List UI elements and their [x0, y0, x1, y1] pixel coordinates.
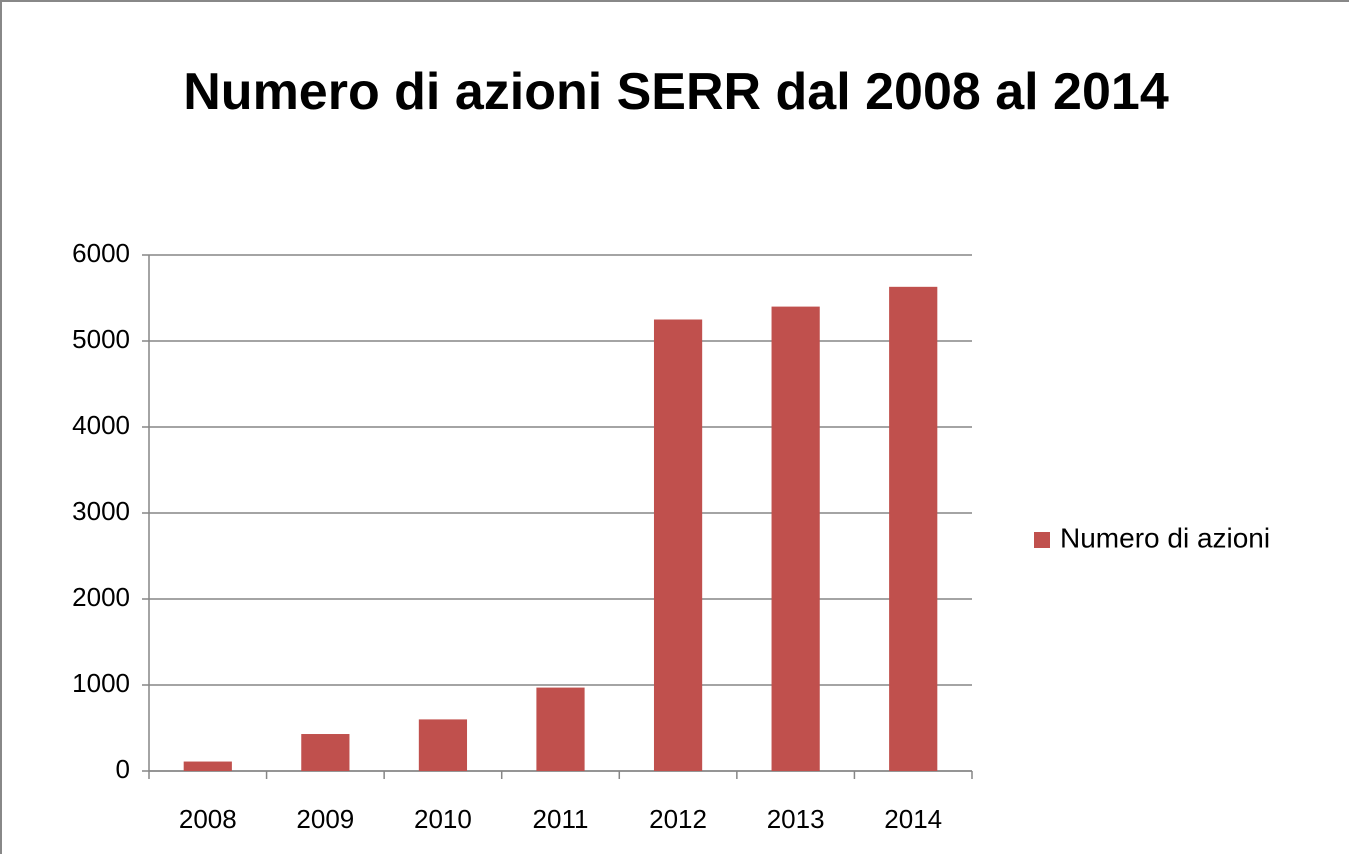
y-tick-label: 5000: [72, 324, 130, 354]
x-tick-label: 2008: [179, 804, 237, 834]
x-tick-label: 2009: [296, 804, 354, 834]
x-tick-label: 2013: [767, 804, 825, 834]
bar: [183, 761, 232, 771]
x-tick-label: 2014: [884, 804, 942, 834]
x-tick-label: 2012: [649, 804, 707, 834]
chart-title: Numero di azioni SERR dal 2008 al 2014: [183, 63, 1169, 121]
y-tick-label: 1000: [72, 668, 130, 698]
bar: [536, 687, 585, 771]
x-tick-label: 2010: [414, 804, 472, 834]
bar: [889, 286, 938, 771]
x-tick-label: 2011: [533, 804, 589, 834]
y-tick-label: 6000: [72, 238, 130, 268]
bar: [301, 734, 350, 771]
y-tick-label: 2000: [72, 582, 130, 612]
legend-swatch: [1034, 532, 1050, 548]
bar: [418, 719, 468, 771]
y-tick-label: 0: [116, 754, 130, 784]
legend-label: Numero di azioni: [1060, 522, 1270, 553]
bar: [653, 319, 703, 771]
y-tick-label: 3000: [72, 496, 130, 526]
bar: [771, 306, 820, 771]
y-tick-label: 4000: [72, 410, 130, 440]
